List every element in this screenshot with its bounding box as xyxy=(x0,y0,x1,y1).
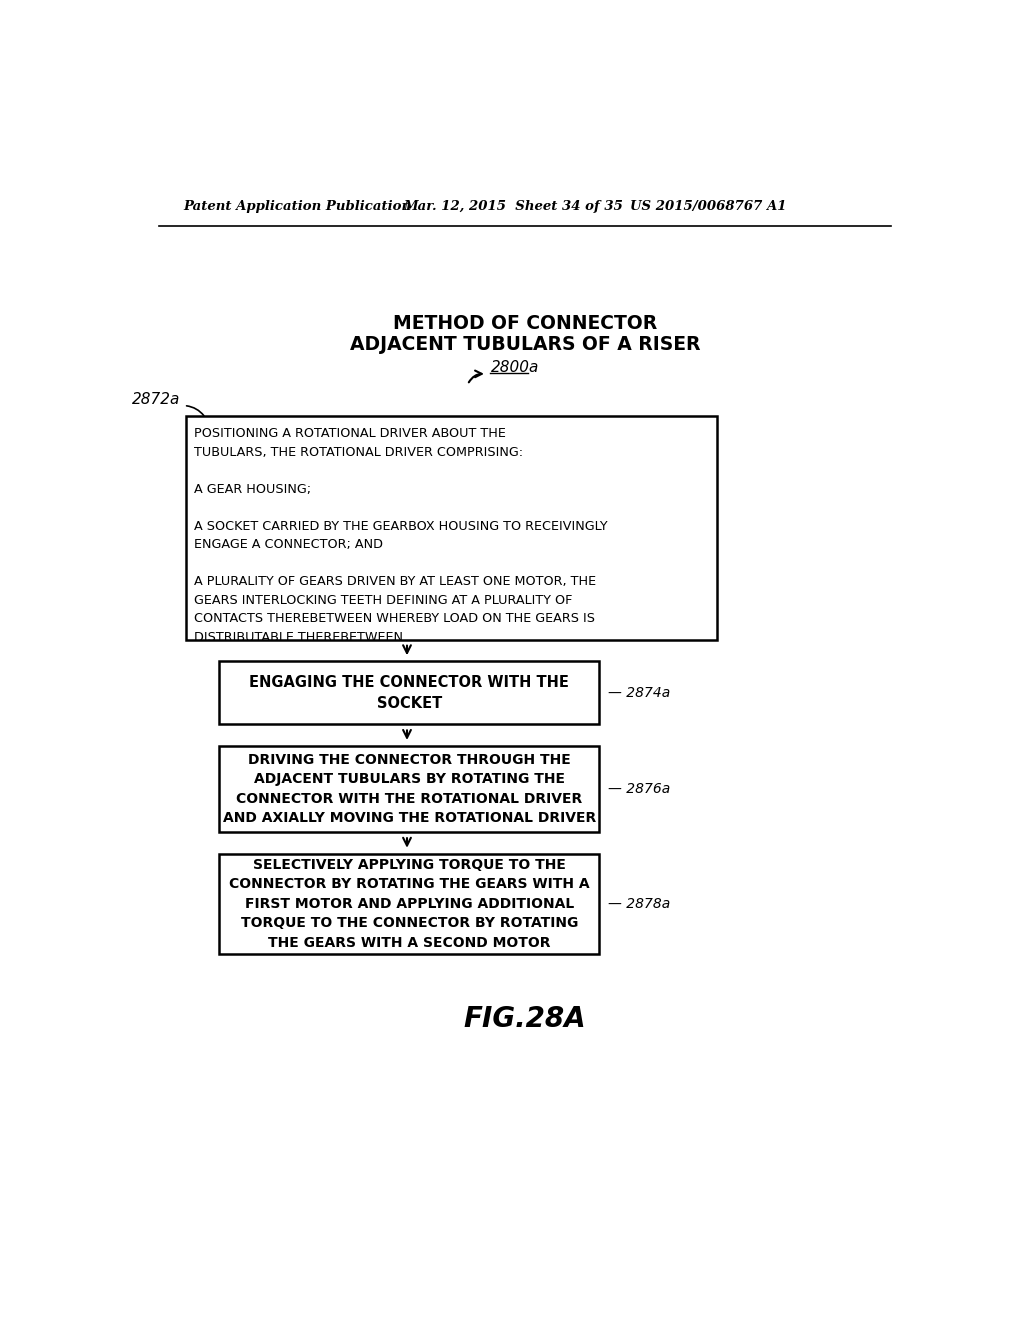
FancyArrowPatch shape xyxy=(186,405,204,416)
Text: FIG.28A: FIG.28A xyxy=(464,1006,586,1034)
FancyArrowPatch shape xyxy=(469,371,481,383)
Text: US 2015/0068767 A1: US 2015/0068767 A1 xyxy=(630,199,786,213)
Text: DRIVING THE CONNECTOR THROUGH THE
ADJACENT TUBULARS BY ROTATING THE
CONNECTOR WI: DRIVING THE CONNECTOR THROUGH THE ADJACE… xyxy=(222,752,596,825)
FancyBboxPatch shape xyxy=(219,854,599,954)
FancyBboxPatch shape xyxy=(219,746,599,832)
FancyBboxPatch shape xyxy=(219,661,599,725)
Text: ENGAGING THE CONNECTOR WITH THE
SOCKET: ENGAGING THE CONNECTOR WITH THE SOCKET xyxy=(250,675,569,710)
Text: 2800a: 2800a xyxy=(490,360,539,375)
Text: 2872a: 2872a xyxy=(131,392,180,407)
FancyBboxPatch shape xyxy=(186,416,717,640)
Text: METHOD OF CONNECTOR: METHOD OF CONNECTOR xyxy=(392,314,657,334)
Text: — 2874a: — 2874a xyxy=(608,686,671,700)
Text: Patent Application Publication: Patent Application Publication xyxy=(183,199,412,213)
Text: — 2878a: — 2878a xyxy=(608,896,671,911)
Text: ADJACENT TUBULARS OF A RISER: ADJACENT TUBULARS OF A RISER xyxy=(349,335,700,354)
Text: Mar. 12, 2015  Sheet 34 of 35: Mar. 12, 2015 Sheet 34 of 35 xyxy=(403,199,623,213)
Text: — 2876a: — 2876a xyxy=(608,781,671,796)
Text: POSITIONING A ROTATIONAL DRIVER ABOUT THE
TUBULARS, THE ROTATIONAL DRIVER COMPRI: POSITIONING A ROTATIONAL DRIVER ABOUT TH… xyxy=(194,428,607,644)
Text: SELECTIVELY APPLYING TORQUE TO THE
CONNECTOR BY ROTATING THE GEARS WITH A
FIRST : SELECTIVELY APPLYING TORQUE TO THE CONNE… xyxy=(229,858,590,950)
